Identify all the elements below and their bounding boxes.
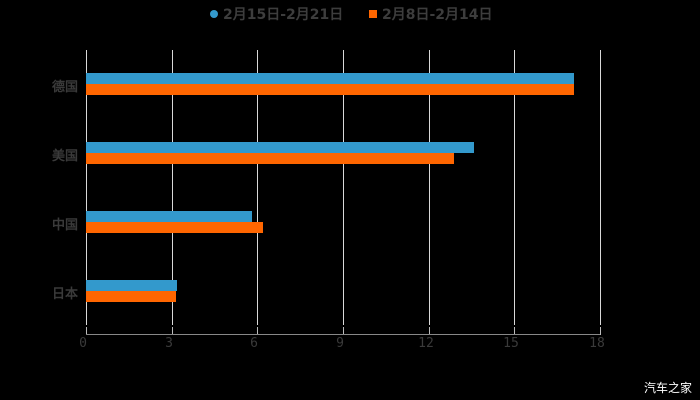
gridline xyxy=(514,50,515,325)
bar[interactable] xyxy=(86,84,574,95)
axis-tick xyxy=(257,327,258,335)
category-label: 中国 xyxy=(51,218,78,233)
bar[interactable] xyxy=(86,280,177,291)
x-axis xyxy=(86,334,600,335)
x-tick-label: 12 xyxy=(418,336,434,351)
gridline xyxy=(172,50,173,325)
axis-tick xyxy=(343,327,344,335)
x-tick-label: 0 xyxy=(79,336,87,351)
category-label: 德国 xyxy=(51,80,78,95)
gridline xyxy=(86,50,87,325)
gridline xyxy=(600,50,601,325)
circle-marker-icon xyxy=(210,10,218,18)
category-label: 日本 xyxy=(51,287,78,302)
gridline xyxy=(343,50,344,325)
category-label: 美国 xyxy=(51,149,78,164)
axis-tick xyxy=(429,327,430,335)
bar[interactable] xyxy=(86,211,252,222)
gridline xyxy=(257,50,258,325)
legend-item-week1[interactable]: 2月8日-2月14日 xyxy=(369,4,493,24)
bar[interactable] xyxy=(86,73,574,84)
watermark: 汽车之家 xyxy=(643,381,692,395)
chart-legend: 2月15日-2月21日 2月8日-2月14日 xyxy=(0,4,700,24)
bar[interactable] xyxy=(86,153,454,164)
x-tick-label: 3 xyxy=(165,336,173,351)
axis-tick xyxy=(172,327,173,335)
legend-label: 2月8日-2月14日 xyxy=(382,7,493,23)
x-tick-label: 15 xyxy=(503,336,519,351)
legend-label: 2月15日-2月21日 xyxy=(223,7,344,23)
x-tick-label: 9 xyxy=(336,336,344,351)
axis-tick xyxy=(86,327,87,335)
bar[interactable] xyxy=(86,291,176,302)
x-tick-label: 18 xyxy=(589,336,605,351)
x-tick-label: 6 xyxy=(250,336,258,351)
axis-tick xyxy=(600,327,601,335)
bar[interactable] xyxy=(86,142,474,153)
legend-item-week2[interactable]: 2月15日-2月21日 xyxy=(210,4,343,24)
axis-tick xyxy=(514,327,515,335)
square-marker-icon xyxy=(369,10,377,18)
gridline xyxy=(429,50,430,325)
bar[interactable] xyxy=(86,222,263,233)
